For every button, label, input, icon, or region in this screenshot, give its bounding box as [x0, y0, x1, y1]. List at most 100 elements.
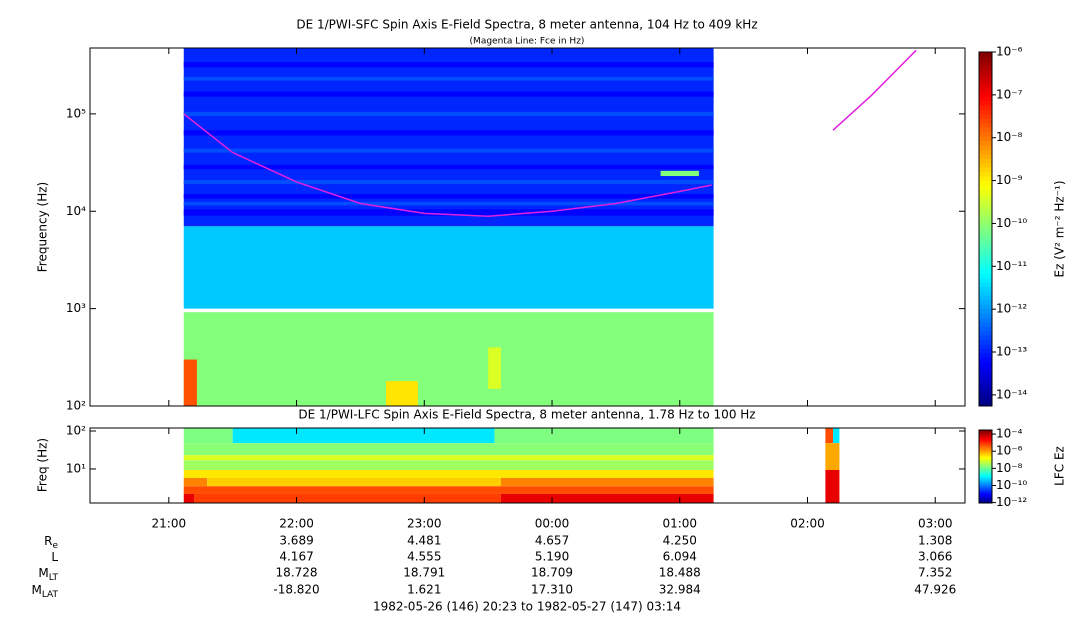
colorbar-segment	[979, 487, 992, 489]
ephemeris-label-sub: LT	[49, 573, 59, 583]
colorbar-segment	[979, 470, 992, 472]
colorbar-segment	[979, 461, 992, 464]
ephemeris-value: 4.657	[535, 534, 569, 548]
colorbar-segment	[979, 286, 992, 292]
colorbar-tick-label: 10⁻⁸	[996, 130, 1023, 144]
colorbar-segment	[979, 488, 992, 490]
colorbar-segment	[979, 454, 992, 457]
spectrum-cell	[183, 493, 195, 503]
ephemeris-value: 4.167	[279, 550, 313, 564]
colorbar-segment	[979, 383, 992, 389]
colorbar-segment	[979, 453, 992, 456]
colorbar-segment	[979, 78, 992, 84]
ephemeris-value: 17.310	[531, 583, 573, 597]
plot-area	[183, 48, 917, 406]
colorbar-tick-label: 10⁻¹²	[996, 495, 1027, 509]
colorbar-segment	[979, 492, 992, 494]
ephemeris-value: 1.621	[407, 583, 441, 597]
y-tick-label: 10²	[66, 399, 86, 413]
colorbar-segment	[979, 499, 992, 501]
colorbar-tick-label: 10⁻¹⁰	[996, 478, 1027, 492]
colorbar-segment	[979, 447, 992, 449]
colorbar-segment	[979, 464, 992, 467]
y-tick-label: 10⁵	[66, 106, 86, 120]
colorbar-tick-label: 10⁻⁸	[996, 461, 1023, 475]
colorbar-segment	[979, 437, 992, 439]
plot-frame	[89, 47, 966, 407]
colorbar-segment	[979, 153, 992, 159]
colorbar-segment	[979, 136, 992, 141]
colorbar-segment	[979, 392, 992, 398]
colorbar-frame	[978, 51, 993, 407]
colorbar-segment	[979, 105, 992, 111]
spectrum-cell	[183, 194, 714, 199]
colorbar-segment	[979, 189, 992, 195]
colorbar-segment	[979, 472, 992, 475]
colorbar-segment	[979, 434, 992, 436]
ephemeris-label-main: L	[51, 550, 58, 564]
spectrum-cell	[183, 455, 714, 461]
colorbar-tick-label: 10⁻⁷	[996, 87, 1023, 101]
spectrum-cell	[183, 130, 714, 136]
colorbar-label: LFC Ez	[1053, 446, 1067, 486]
colorbar-segment	[979, 430, 992, 433]
colorbar-segment	[979, 498, 992, 500]
spectrum-cell	[183, 477, 208, 487]
colorbar-segment	[979, 211, 992, 217]
ephemeris-label-main: R	[44, 534, 52, 548]
spectrum-cell	[183, 164, 714, 170]
colorbar-segment	[979, 348, 992, 354]
colorbar-segment	[979, 445, 992, 447]
ephemeris-label-sub: LAT	[42, 590, 59, 600]
colorbar-segment	[979, 468, 992, 470]
colorbar-segment	[979, 461, 992, 463]
x-tick-label: 02:00	[790, 517, 825, 531]
colorbar-segment	[979, 162, 992, 168]
colorbar-segment	[979, 127, 992, 133]
colorbar-segment	[979, 52, 992, 57]
time-range: 1982-05-26 (146) 20:23 to 1982-05-27 (14…	[373, 600, 681, 614]
colorbar-segment	[979, 361, 992, 367]
spectrum-cell	[825, 469, 840, 503]
colorbar-segment	[979, 379, 992, 385]
colorbar-segment	[979, 313, 992, 318]
spectrum-cell	[183, 469, 714, 478]
colorbar-segment	[979, 469, 992, 471]
colorbar-segment	[979, 440, 992, 443]
colorbar-segment	[979, 466, 992, 468]
colorbar-segment	[979, 375, 992, 380]
colorbar-segment	[979, 444, 992, 447]
colorbar-tick-label: 10⁻⁴	[996, 427, 1023, 441]
colorbar-segment	[979, 432, 992, 435]
colorbar-segment	[979, 304, 992, 310]
colorbar-frame	[978, 429, 993, 504]
ephemeris-value: 3.066	[918, 550, 952, 564]
plot-frame	[89, 427, 966, 504]
plot-area	[183, 428, 840, 503]
spectrum-cell	[183, 428, 233, 444]
colorbar-segment	[979, 497, 992, 499]
x-tick-label: 22:00	[279, 517, 314, 531]
colorbar-segment	[979, 474, 992, 477]
x-tick-label: 21:00	[152, 517, 187, 531]
spectrum-cell	[183, 111, 714, 117]
spectrum-cell	[183, 312, 714, 406]
colorbar-segment	[979, 451, 992, 454]
colorbar-segment	[979, 476, 992, 478]
ephemeris-value: 3.689	[279, 534, 313, 548]
ephemeris-label-main: M	[38, 566, 48, 580]
colorbar-segment	[979, 500, 992, 502]
spectrum-cell	[183, 359, 197, 406]
colorbar-segment	[979, 113, 992, 119]
colorbar-segment	[979, 485, 992, 488]
colorbar-segment	[979, 489, 992, 491]
colorbar-segment	[979, 65, 992, 71]
colorbar-segment	[979, 295, 992, 301]
ephemeris-label-main: M	[31, 583, 41, 597]
x-tick-label: 03:00	[918, 517, 953, 531]
colorbar-segment	[979, 122, 992, 128]
colorbar-segment	[979, 495, 992, 498]
colorbar-segment	[979, 308, 992, 314]
colorbar-segment	[979, 251, 992, 257]
colorbar-segment	[979, 175, 992, 181]
